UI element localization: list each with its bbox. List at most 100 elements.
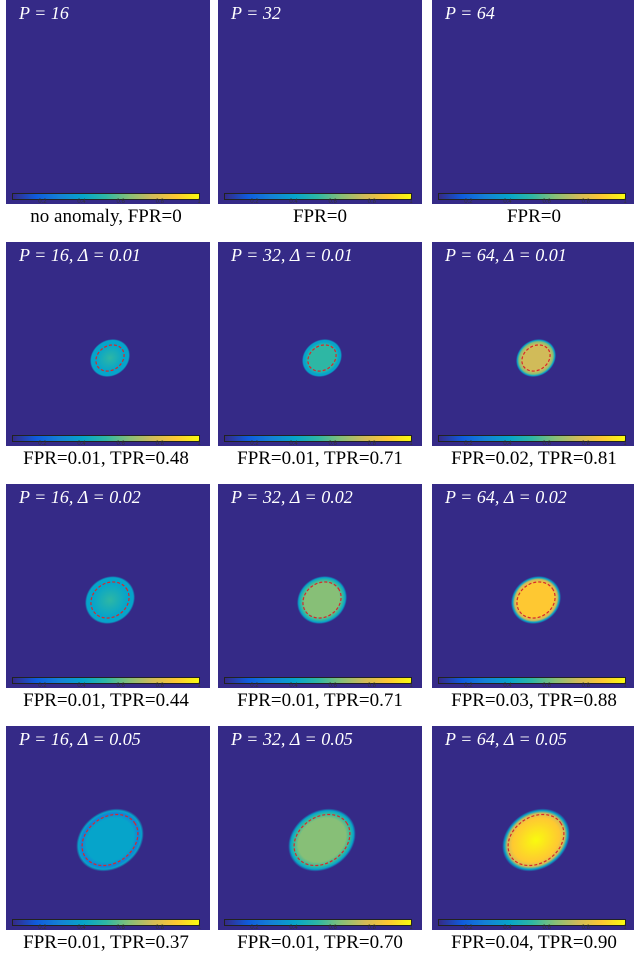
heatmap-panel: P = 32 0.2 0.4 0.6 0.8 1 FPR=0 <box>218 0 422 242</box>
colorbar-tick-label: 1 <box>623 199 627 205</box>
colorbar-tick-label: 0.2 <box>38 683 47 689</box>
colorbar-tick-label: 1 <box>409 925 413 931</box>
colorbar <box>224 435 412 442</box>
colorbar-tick-label: 0.2 <box>464 199 473 205</box>
panel-caption: FPR=0 <box>292 206 348 227</box>
panel-title: P = 16, Δ = 0.01 <box>19 245 141 265</box>
colorbar-tick-label: 1 <box>197 683 201 689</box>
colorbar-ticks: 0.2 0.4 0.6 0.8 1 <box>438 441 626 449</box>
colorbar-tick-label: 1 <box>623 441 627 447</box>
panel-title: P = 16 <box>19 3 69 23</box>
anomaly-heat <box>515 338 557 378</box>
true-anomaly-boundary <box>302 581 342 619</box>
true-anomaly-boundary <box>90 581 130 619</box>
panel-title: P = 32, Δ = 0.02 <box>231 487 353 507</box>
colorbar-tick-label: 0.2 <box>38 441 47 447</box>
anomaly-region <box>288 808 356 872</box>
panel-title: P = 16, Δ = 0.02 <box>19 487 141 507</box>
true-anomaly-boundary <box>521 344 551 372</box>
anomaly-heat <box>296 575 348 625</box>
colorbar <box>438 919 626 926</box>
panel-title: P = 64, Δ = 0.01 <box>445 245 567 265</box>
colorbar <box>12 919 200 926</box>
panel-caption: FPR=0.01, TPR=0.71 <box>237 690 403 711</box>
anomaly-heat <box>301 338 343 378</box>
colorbar-tick-label: 0.2 <box>250 199 259 205</box>
panel-caption: FPR=0.01, TPR=0.71 <box>237 448 403 469</box>
anomaly-region <box>296 575 348 625</box>
colorbar-tick-label: 0.4 <box>289 199 298 205</box>
colorbar <box>12 193 200 200</box>
colorbar-tick-label: 0.8 <box>367 441 376 447</box>
panel-caption: FPR=0.02, TPR=0.81 <box>451 448 617 469</box>
colorbar-tick-label: 0.2 <box>464 441 473 447</box>
panel-title: P = 32 <box>231 3 281 23</box>
panel-caption: FPR=0.03, TPR=0.88 <box>451 690 617 711</box>
heatmap-panel: P = 16, Δ = 0.02 0.2 0.4 0.6 0.8 1 FPR=0.01, T… <box>6 484 210 726</box>
colorbar-tick-label: 1 <box>623 925 627 931</box>
panel-title: P = 64, Δ = 0.02 <box>445 487 567 507</box>
heatmap-panel: P = 64, Δ = 0.01 0.2 0.4 0.6 0.8 1 FPR=0.02, T… <box>432 242 634 484</box>
colorbar-tick-label: 0.6 <box>328 441 337 447</box>
panel-caption: FPR=0.01, TPR=0.37 <box>23 932 189 953</box>
colorbar <box>224 677 412 684</box>
colorbar-tick-label: 0.2 <box>250 441 259 447</box>
colorbar-tick-label: 0.4 <box>289 925 298 931</box>
anomaly-heat <box>502 808 570 872</box>
colorbar-tick-label: 0.8 <box>581 441 590 447</box>
colorbar-tick-label: 1 <box>409 683 413 689</box>
panel-title: P = 16, Δ = 0.05 <box>19 729 141 749</box>
colorbar-tick-label: 0.4 <box>77 683 86 689</box>
heatmap-panel: P = 32, Δ = 0.02 0.2 0.4 0.6 0.8 1 FPR=0.01, T… <box>218 484 422 726</box>
true-anomaly-boundary <box>95 344 125 372</box>
heatmap-panel: P = 16 0.2 0.4 0.6 0.8 1 no anomaly, FPR=0 <box>6 0 210 242</box>
anomaly-region <box>89 338 131 378</box>
colorbar-tick-label: 1 <box>409 441 413 447</box>
colorbar-tick-label: 0.2 <box>464 683 473 689</box>
colorbar-tick-label: 1 <box>409 199 413 205</box>
colorbar-ticks: 0.2 0.4 0.6 0.8 1 <box>438 199 626 207</box>
colorbar-tick-label: 0.6 <box>542 925 551 931</box>
colorbar-tick-label: 1 <box>197 441 201 447</box>
colorbar-ticks: 0.2 0.4 0.6 0.8 1 <box>12 199 200 207</box>
heatmap-panel: P = 64 0.2 0.4 0.6 0.8 1 FPR=0 <box>432 0 634 242</box>
colorbar-tick-label: 0.8 <box>367 683 376 689</box>
true-anomaly-boundary <box>81 813 139 867</box>
colorbar-tick-label: 0.6 <box>542 199 551 205</box>
colorbar-tick-label: 0.8 <box>581 199 590 205</box>
colorbar-tick-label: 0.2 <box>250 683 259 689</box>
panel-title: P = 32, Δ = 0.05 <box>231 729 353 749</box>
colorbar-ticks: 0.2 0.4 0.6 0.8 1 <box>438 925 626 933</box>
true-anomaly-boundary <box>516 581 556 619</box>
heatmap-image: P = 64 <box>432 0 634 204</box>
heatmap-image: P = 16, Δ = 0.01 <box>6 242 210 446</box>
colorbar-ticks: 0.2 0.4 0.6 0.8 1 <box>12 925 200 933</box>
heatmap-image: P = 32 <box>218 0 422 204</box>
colorbar-tick-label: 0.6 <box>116 683 125 689</box>
panel-title: P = 64, Δ = 0.05 <box>445 729 567 749</box>
true-anomaly-boundary <box>293 813 351 867</box>
anomaly-heat <box>84 575 136 625</box>
heatmap-panel: P = 64, Δ = 0.05 0.2 0.4 0.6 0.8 1 FPR=0.04, T… <box>432 726 634 968</box>
anomaly-region <box>515 338 557 378</box>
heatmap-panel: P = 16, Δ = 0.05 0.2 0.4 0.6 0.8 1 FPR=0.01, T… <box>6 726 210 968</box>
heatmap-image: P = 32, Δ = 0.01 <box>218 242 422 446</box>
colorbar <box>12 677 200 684</box>
colorbar-tick-label: 0.8 <box>155 199 164 205</box>
colorbar-tick-label: 0.8 <box>367 925 376 931</box>
anomaly-heat <box>288 808 356 872</box>
anomaly-heat <box>89 338 131 378</box>
colorbar-tick-label: 0.2 <box>464 925 473 931</box>
colorbar-tick-label: 1 <box>197 199 201 205</box>
colorbar <box>438 193 626 200</box>
colorbar-ticks: 0.2 0.4 0.6 0.8 1 <box>12 683 200 691</box>
colorbar-tick-label: 0.2 <box>38 925 47 931</box>
colorbar-tick-label: 0.6 <box>542 683 551 689</box>
anomaly-region <box>76 808 144 872</box>
panel-caption: FPR=0.01, TPR=0.44 <box>23 690 189 711</box>
heatmap-panel: P = 32, Δ = 0.05 0.2 0.4 0.6 0.8 1 FPR=0.01, T… <box>218 726 422 968</box>
panel-caption: no anomaly, FPR=0 <box>30 206 182 227</box>
colorbar-tick-label: 0.2 <box>38 199 47 205</box>
colorbar-tick-label: 0.6 <box>328 683 337 689</box>
